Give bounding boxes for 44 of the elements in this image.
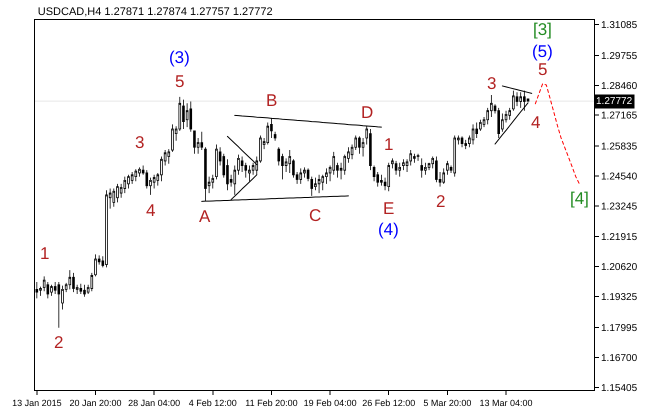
annotation: 2 [436,192,446,211]
y-tick-label: 1.17995 [601,322,638,334]
y-tick-label: 1.19325 [601,292,638,304]
y-tick-label: 1.21915 [601,232,638,244]
y-tick-label: 1.16700 [601,352,638,364]
x-tick-label: 4 Feb 12:00 [188,398,237,408]
x-tick-label: 20 Jan 20:00 [69,398,122,408]
annotation: E [383,199,394,218]
annotation: A [199,207,211,226]
annotation: 3 [487,74,496,93]
x-tick-label: 28 Jan 04:00 [128,398,180,408]
x-tick-label: 13 Jan 2015 [12,398,62,408]
y-tick-label: 1.23245 [601,201,638,212]
annotation: 2 [54,333,64,352]
annotation: D [361,103,374,122]
x-tick-label: 13 Mar 04:00 [480,398,533,408]
annotation: 3 [135,133,144,152]
y-tick-label: 1.27165 [601,110,638,122]
annotation: 1 [40,244,50,263]
x-tick-label: 19 Feb 04:00 [304,398,357,408]
annotation: (4) [378,220,399,239]
annotation: 5 [175,72,184,91]
annotation: (5) [532,42,553,61]
y-tick-label: 1.15405 [601,382,638,394]
y-tick-label: 1.31085 [601,20,638,32]
y-tick-label: 1.20620 [601,262,638,274]
annotation: 4 [146,201,156,220]
x-tick-label: 26 Feb 12:00 [362,398,416,408]
annotation: [3] [533,20,552,39]
annotation: 5 [538,60,548,79]
y-tick-label: 1.29755 [601,50,638,62]
chart-title: USDCAD,H4 1.27871 1.27874 1.27757 1.27772 [38,6,273,18]
annotation: (3) [169,48,190,67]
y-tick-label: 1.28460 [601,80,638,92]
y-tick-label: 1.25835 [601,141,638,152]
x-tick-label: 11 Feb 20:00 [245,398,298,408]
annotation: B [266,91,278,110]
annotation: 4 [531,113,540,132]
y-tick-label: 1.24540 [601,171,638,182]
x-tick-label: 5 Mar 20:00 [423,398,472,408]
annotation: [4] [570,189,589,208]
annotation: C [309,206,322,225]
annotation: 1 [384,135,394,154]
ref-line-label: 1.27772 [596,96,633,107]
